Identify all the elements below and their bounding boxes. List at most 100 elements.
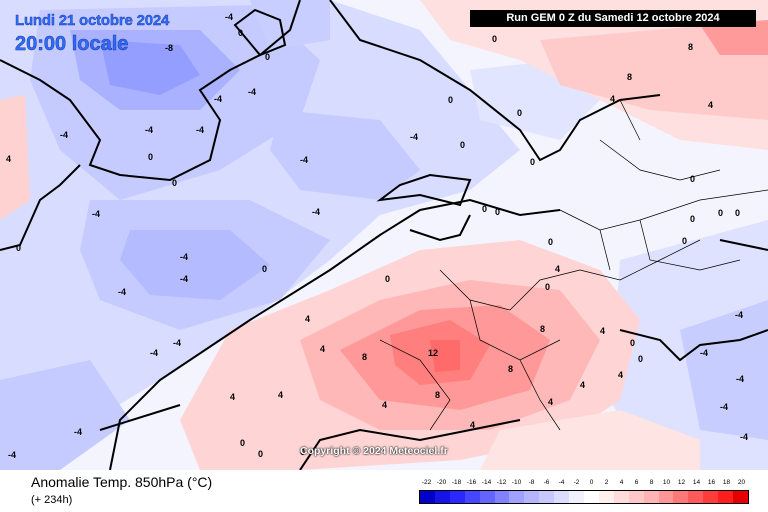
legend-swatch — [613, 491, 629, 503]
legend-color-bar — [419, 490, 749, 504]
contour-label: 4 — [320, 344, 325, 354]
legend-swatch — [658, 491, 674, 503]
contour-label: 0 — [16, 243, 21, 253]
contour-label: -4 — [312, 207, 320, 217]
legend-tick-label: -22 — [421, 479, 432, 486]
contour-label: 0 — [690, 174, 695, 184]
legend-swatch — [583, 491, 599, 503]
contour-label: 4 — [305, 314, 310, 324]
legend-tick-label: 10 — [662, 479, 671, 486]
contour-label: 4 — [548, 397, 553, 407]
legend-tick-label: -6 — [543, 479, 550, 486]
contour-label: -4 — [720, 402, 728, 412]
legend-swatch — [449, 491, 465, 503]
contour-label: 0 — [682, 236, 687, 246]
contour-label: 0 — [172, 178, 177, 188]
legend-tick-label: -20 — [436, 479, 447, 486]
contour-label: 4 — [470, 420, 475, 430]
contour-label: 4 — [600, 326, 605, 336]
legend-tick-label: 16 — [707, 479, 716, 486]
forecast-date: Lundi 21 octobre 2024 — [15, 12, 170, 29]
legend-tick-label: 14 — [692, 479, 701, 486]
contour-label: 0 — [265, 52, 270, 62]
map-footer: Anomalie Temp. 850hPa (°C) (+ 234h) -22-… — [0, 470, 768, 512]
contour-label: 0 — [495, 207, 500, 217]
contour-label: -4 — [410, 132, 418, 142]
contour-label: 4 — [610, 94, 615, 104]
contour-label: -4 — [196, 125, 204, 135]
contour-label: 8 — [362, 352, 367, 362]
legend-swatch — [688, 491, 704, 503]
legend-swatch — [598, 491, 614, 503]
contour-label: 4 — [708, 100, 713, 110]
contour-label: -4 — [74, 427, 82, 437]
map-area: 0 -8 0 -4 -4 -4 -4 0 0 -4 0 -4 -4 0 4 -4… — [0, 0, 768, 470]
contour-label: 8 — [688, 42, 693, 52]
legend-swatch — [569, 491, 584, 503]
contour-label: -4 — [736, 374, 744, 384]
contour-label: 0 — [735, 208, 740, 218]
legend-swatch — [434, 491, 450, 503]
contour-label: 12 — [428, 348, 438, 358]
contour-label: -4 — [8, 450, 16, 460]
contour-label: -4 — [118, 287, 126, 297]
contour-label: 0 — [385, 274, 390, 284]
cold-anomaly-fields — [0, 0, 768, 470]
contour-label: -4 — [740, 432, 748, 442]
contour-label: 0 — [517, 108, 522, 118]
model-run-label: Run GEM 0 Z du Samedi 12 octobre 2024 — [470, 10, 756, 27]
contour-label: -8 — [165, 43, 173, 53]
contour-label: 4 — [382, 400, 387, 410]
legend-tick-label: -4 — [558, 479, 565, 486]
legend-tick-label: -10 — [511, 479, 522, 486]
contour-label: 0 — [240, 438, 245, 448]
anomaly-map: 0 -8 0 -4 -4 -4 -4 0 0 -4 0 -4 -4 0 4 -4… — [0, 0, 768, 470]
contour-label: -4 — [180, 274, 188, 284]
contour-label: 8 — [627, 72, 632, 82]
contour-label: -4 — [225, 12, 233, 22]
legend-swatch — [733, 491, 748, 503]
contour-label: 0 — [262, 264, 267, 274]
legend-tick-label: 8 — [649, 479, 654, 486]
legend-swatch — [464, 491, 480, 503]
coastlines — [0, 0, 768, 470]
legend-tick-label: -18 — [451, 479, 462, 486]
contour-label: 0 — [638, 354, 643, 364]
legend-tick-label: 6 — [634, 479, 639, 486]
contour-label: 4 — [230, 392, 235, 402]
contour-label: -4 — [173, 338, 181, 348]
legend-swatch — [420, 491, 435, 503]
contour-label: 0 — [460, 140, 465, 150]
contour-label: 0 — [492, 34, 497, 44]
legend-swatch — [673, 491, 689, 503]
legend-tick-label: 4 — [619, 479, 624, 486]
legend-swatch — [494, 491, 510, 503]
contour-label: 0 — [258, 449, 263, 459]
legend-tick-label: 18 — [722, 479, 731, 486]
contour-label: -4 — [60, 130, 68, 140]
legend-tick-label: -8 — [528, 479, 535, 486]
contour-label: 0 — [448, 95, 453, 105]
contour-label: 4 — [618, 370, 623, 380]
contour-label: 4 — [278, 390, 283, 400]
contour-label: 0 — [718, 208, 723, 218]
contour-label: 0 — [530, 157, 535, 167]
contour-label: 0 — [690, 214, 695, 224]
contour-label: -4 — [214, 94, 222, 104]
contour-label: -4 — [700, 348, 708, 358]
contour-label: -4 — [150, 348, 158, 358]
copyright-notice: Copyright © 2024 Meteociel.fr — [300, 445, 448, 457]
contour-label: 0 — [482, 204, 487, 214]
contour-label: 8 — [435, 390, 440, 400]
contour-label: 8 — [540, 324, 545, 334]
legend-tick-label: 2 — [604, 479, 609, 486]
legend-labels: -22 -20 -18 -16 -14 -12 -10 -8 -6 -4 -2 0 2 4 6 8 10 12 14… — [419, 479, 749, 488]
legend-tick-label: -16 — [466, 479, 477, 486]
legend-swatch — [509, 491, 525, 503]
legend-swatch — [524, 491, 540, 503]
legend-swatch — [628, 491, 644, 503]
contour-label: 4 — [580, 380, 585, 390]
forecast-local-time: 20:00 locale — [15, 33, 129, 56]
legend-tick-label: -14 — [481, 479, 492, 486]
